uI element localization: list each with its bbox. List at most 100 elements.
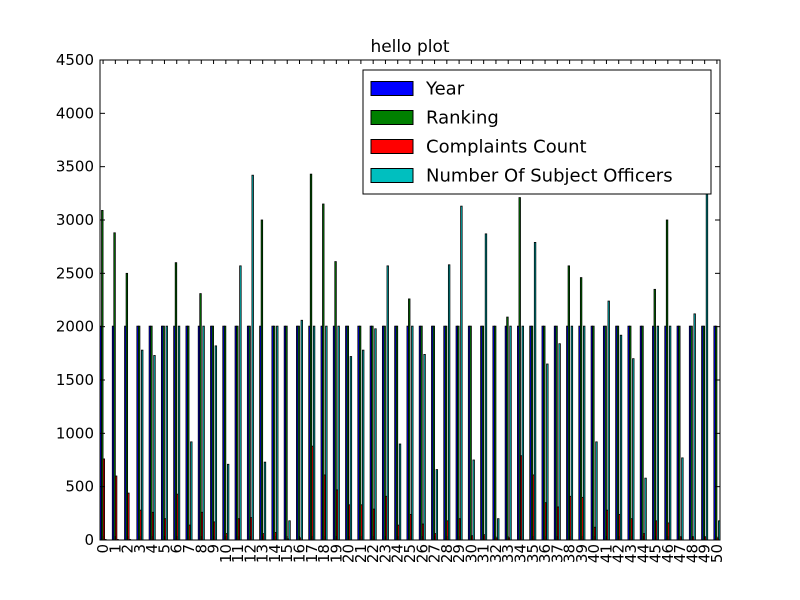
bar-44-3 — [644, 477, 647, 541]
x-tick-label: 9 — [205, 544, 223, 554]
bar-22-3 — [374, 328, 377, 541]
bar-39-3 — [583, 325, 586, 541]
x-tick-label: 29 — [450, 544, 468, 563]
bar-18-3 — [325, 325, 328, 541]
bar-5-1 — [162, 325, 165, 541]
bar-9-3 — [214, 345, 218, 541]
bar-35-3 — [533, 241, 537, 541]
bar-4-3 — [153, 355, 156, 541]
legend-label: Number Of Subject Officers — [426, 166, 673, 187]
bar-40-1 — [592, 325, 595, 541]
bar-25-3 — [411, 325, 414, 541]
bar-49-3 — [705, 188, 709, 541]
bar-32-3 — [497, 518, 500, 541]
x-tick-label: 49 — [696, 544, 714, 563]
x-tick-label: 31 — [475, 544, 493, 563]
bar-33-1 — [506, 316, 509, 541]
x-tick-label: 30 — [462, 544, 480, 563]
bar-47-1 — [678, 325, 681, 541]
x-tick-label: 50 — [708, 544, 726, 563]
bar-40-3 — [595, 441, 598, 541]
y-tick-label: 3000 — [56, 211, 94, 229]
bar-22-1 — [371, 325, 374, 541]
bar-46-1 — [665, 219, 669, 541]
x-tick-label: 28 — [438, 544, 456, 563]
x-tick-label: 40 — [585, 544, 603, 563]
bar-49-1 — [702, 325, 706, 541]
bar-8-1 — [199, 293, 202, 541]
bar-0-2 — [102, 458, 105, 541]
bar-2-2 — [127, 492, 130, 541]
x-tick-label: 16 — [291, 544, 309, 563]
x-tick-label: 13 — [254, 544, 272, 563]
y-tick-label: 500 — [65, 478, 94, 496]
legend: Year Ranking Complaints Count Number Of Sub… — [362, 69, 712, 195]
x-tick-label: 48 — [683, 544, 701, 563]
bar-48-1 — [690, 325, 693, 541]
x-tick-label: 14 — [266, 544, 284, 563]
x-tick-label: 39 — [573, 544, 591, 563]
bar-12-1 — [248, 325, 251, 541]
bar-31-3 — [484, 233, 488, 541]
bar-20-3 — [349, 356, 353, 541]
x-tick-label: 22 — [364, 544, 382, 563]
x-tick-label: 15 — [278, 544, 296, 563]
bar-38-3 — [570, 325, 574, 541]
bar-5-3 — [165, 325, 168, 541]
bar-10-3 — [226, 463, 230, 541]
legend-label: Year — [425, 79, 465, 100]
x-tick-label: 8 — [192, 544, 210, 554]
x-tick-label: 21 — [352, 544, 370, 563]
legend-swatch — [370, 110, 414, 125]
bar-10-1 — [223, 325, 227, 541]
x-tick-label: 32 — [487, 544, 505, 563]
legend-label: Complaints Count — [426, 137, 587, 158]
y-tick-label: 3500 — [56, 158, 94, 176]
x-tick-label: 27 — [426, 544, 444, 563]
bar-14-3 — [276, 325, 279, 541]
y-tick-label: 2000 — [56, 318, 94, 336]
x-tick-label: 46 — [659, 544, 677, 563]
x-tick-label: 34 — [511, 544, 529, 563]
y-tick-label: 4000 — [56, 104, 94, 122]
bar-41-3 — [607, 300, 610, 541]
x-tick-label: 12 — [241, 544, 259, 563]
x-tick-label: 10 — [217, 544, 235, 563]
bar-28-1 — [444, 325, 448, 541]
bar-15-3 — [288, 520, 291, 541]
bar-32-1 — [494, 325, 497, 541]
bar-34-3 — [521, 325, 524, 541]
bar-14-1 — [273, 325, 276, 541]
bar-47-3 — [681, 457, 684, 541]
bar-45-3 — [656, 325, 660, 541]
x-tick-label: 7 — [180, 544, 198, 554]
bar-7-3 — [190, 441, 193, 541]
legend-swatch — [370, 168, 414, 183]
bar-43-1 — [629, 325, 632, 541]
bar-36-3 — [546, 363, 549, 541]
x-tick-label: 6 — [168, 544, 186, 554]
x-tick-label: 44 — [634, 544, 652, 563]
bar-30-3 — [472, 459, 475, 541]
x-tick-label: 0 — [94, 544, 112, 554]
bar-7-1 — [187, 325, 190, 541]
y-axis: 0 500 1000 1500 2000 2500 3000 3500 4000 4500 — [56, 51, 720, 549]
x-tick-label: 38 — [561, 544, 579, 563]
x-tick-label: 37 — [548, 544, 566, 563]
bar-42-3 — [619, 334, 623, 541]
bar-24-1 — [395, 325, 399, 541]
y-tick-label: 1500 — [56, 371, 94, 389]
bar-28-3 — [447, 264, 451, 541]
bar-13-3 — [263, 461, 267, 541]
bars — [99, 173, 721, 541]
x-tick-label: 35 — [524, 544, 542, 563]
x-axis: 0123456789101112131415161718192021222324… — [94, 60, 726, 563]
y-tick-label: 0 — [84, 531, 94, 549]
x-tick-label: 17 — [303, 544, 321, 563]
x-tick-label: 47 — [671, 544, 689, 563]
x-tick-label: 25 — [401, 544, 419, 563]
bar-26-1 — [420, 325, 423, 541]
x-tick-label: 41 — [597, 544, 615, 563]
bar-17-3 — [312, 325, 316, 541]
